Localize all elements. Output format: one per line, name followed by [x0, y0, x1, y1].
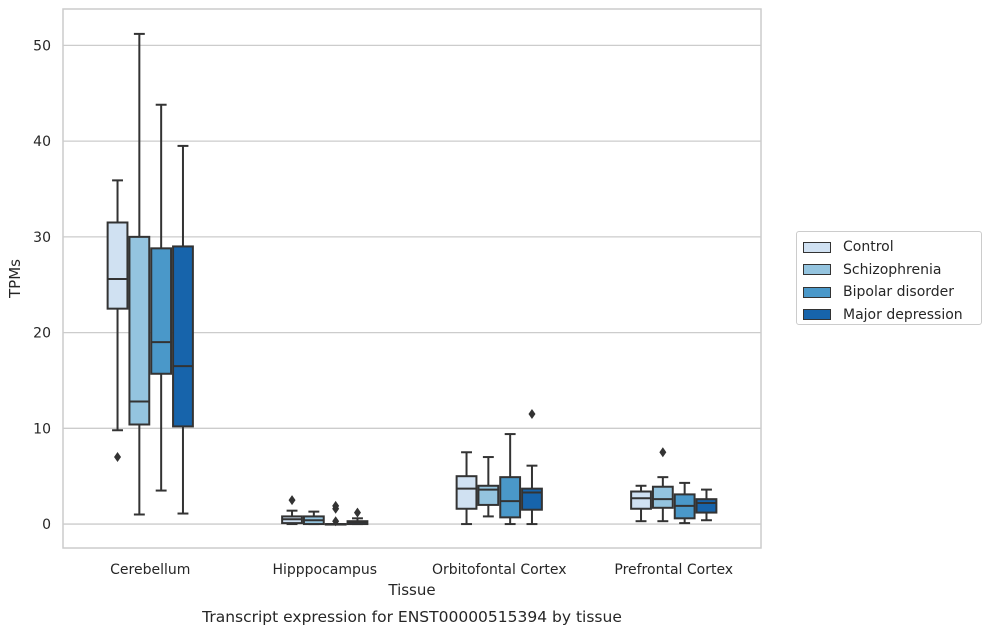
legend-item-major-depression: Major depression	[803, 304, 975, 327]
y-tick-label: 30	[33, 230, 51, 246]
outlier-marker	[288, 495, 296, 506]
legend-item-control: Control	[803, 236, 975, 259]
y-tick-label: 50	[33, 38, 51, 54]
box-cerebellum-bipolar-disorder	[150, 103, 173, 492]
x-tick-label-orbitofontal-cortex: Orbitofontal Cortex	[432, 562, 567, 578]
outlier-marker	[528, 408, 536, 419]
legend-swatch-bipolar-disorder	[803, 286, 831, 298]
box-orbitofontal-cortex-schizophrenia	[477, 456, 500, 518]
x-tick-label-prefrontal-cortex: Prefrontal Cortex	[614, 562, 733, 578]
outlier-marker	[353, 507, 361, 518]
iqr-box	[106, 221, 129, 310]
box-hipppocampus-schizophrenia	[302, 510, 325, 526]
iqr-box	[630, 490, 652, 510]
box-hipppocampus-major-depression	[346, 507, 369, 526]
iqr-box	[150, 247, 173, 375]
legend-swatch-control	[803, 241, 831, 253]
legend-swatch-schizophrenia	[803, 264, 831, 276]
box-prefrontal-cortex-control	[630, 484, 652, 523]
box-orbitofontal-cortex-control	[455, 451, 478, 526]
box-hipppocampus-bipolar-disorder	[324, 500, 347, 527]
box-orbitofontal-cortex-bipolar-disorder	[499, 433, 522, 526]
outlier-marker	[659, 447, 667, 458]
legend-swatch-major-depression	[803, 309, 831, 321]
x-tick-label-cerebellum: Cerebellum	[110, 562, 190, 578]
legend-label-bipolar-disorder: Bipolar disorder	[843, 284, 955, 301]
iqr-box	[128, 235, 151, 426]
iqr-box	[651, 485, 674, 509]
box-hipppocampus-control	[281, 495, 303, 526]
outlier-marker	[332, 516, 340, 527]
y-tick-label: 0	[42, 517, 51, 533]
x-axis-label: Tissue	[387, 581, 435, 599]
y-tick-label: 20	[33, 326, 51, 342]
legend: Control Schizophrenia Bipolar disorder M…	[796, 231, 982, 325]
iqr-box	[455, 475, 478, 510]
x-tick-label-hipppocampus: Hipppocampus	[272, 562, 377, 578]
legend-label-schizophrenia: Schizophrenia	[843, 261, 942, 278]
legend-label-major-depression: Major depression	[843, 306, 963, 323]
box-prefrontal-cortex-schizophrenia	[651, 447, 674, 523]
y-tick-label: 40	[33, 134, 51, 150]
chart-title: Transcript expression for ENST0000051539…	[201, 608, 622, 626]
iqr-box	[695, 498, 718, 514]
box-cerebellum-major-depression	[172, 144, 194, 515]
y-tick-label: 10	[33, 421, 51, 437]
outlier-marker	[332, 500, 340, 511]
iqr-box	[499, 476, 522, 519]
y-axis-label: TPMs	[6, 259, 24, 299]
box-prefrontal-cortex-bipolar-disorder	[673, 481, 696, 525]
box-cerebellum-schizophrenia	[128, 32, 151, 516]
box-prefrontal-cortex-major-depression	[695, 488, 718, 522]
iqr-box	[172, 245, 194, 428]
outlier-marker	[114, 452, 122, 463]
legend-label-control: Control	[843, 239, 894, 256]
iqr-box	[521, 487, 543, 511]
legend-item-schizophrenia: Schizophrenia	[803, 259, 975, 282]
box-orbitofontal-cortex-major-depression	[521, 408, 543, 526]
plot-frame	[62, 8, 762, 549]
legend-item-bipolar-disorder: Bipolar disorder	[803, 281, 975, 304]
box-cerebellum-control	[106, 179, 129, 463]
